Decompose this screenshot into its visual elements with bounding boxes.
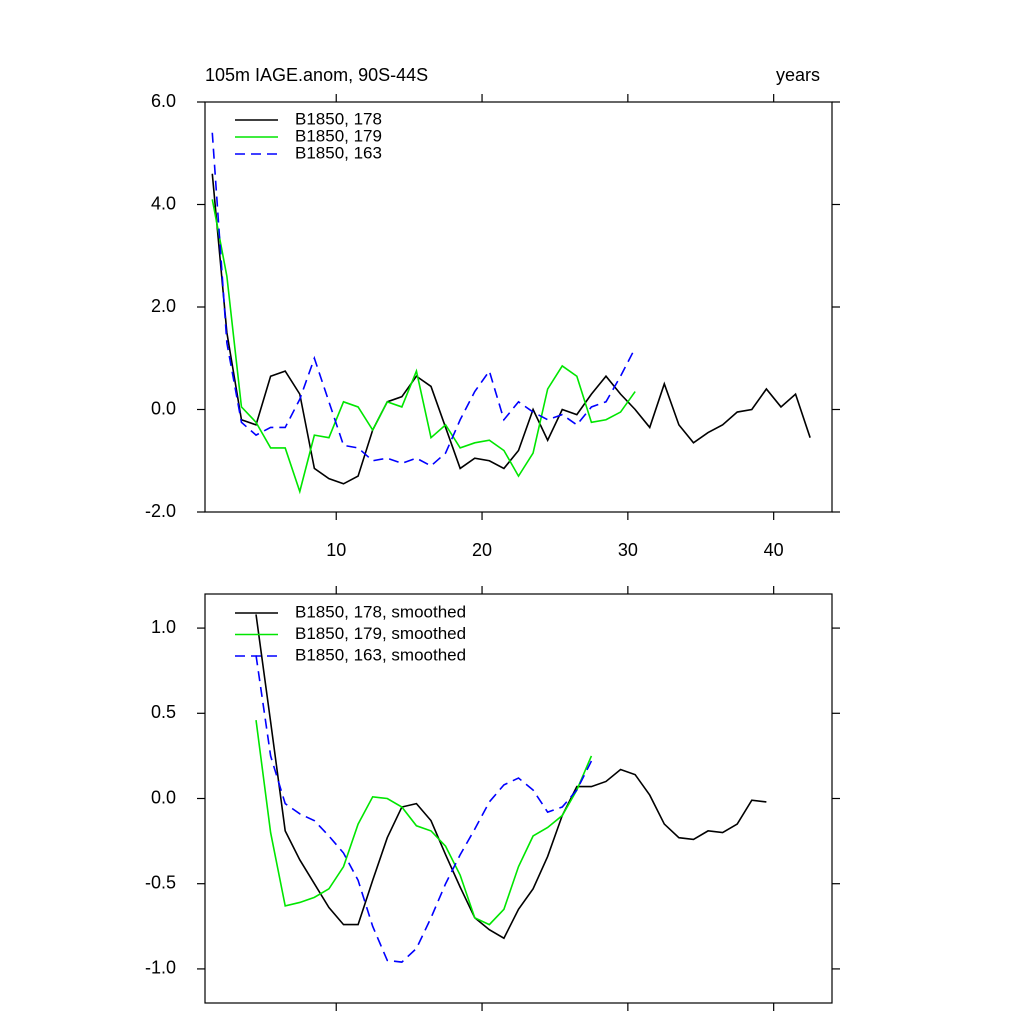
legend-label: B1850, 178, smoothed (295, 602, 466, 621)
y-tick-label: 2.0 (151, 296, 176, 316)
y-tick-label: 0.0 (151, 787, 176, 807)
legend-label: B1850, 179 (295, 126, 382, 145)
chart-right-title: years (776, 65, 820, 85)
y-tick-label: -0.5 (145, 872, 176, 892)
y-tick-label: 0.5 (151, 702, 176, 722)
legend-label: B1850, 178 (295, 109, 382, 128)
y-tick-label: -1.0 (145, 958, 176, 978)
legend-label: B1850, 179, smoothed (295, 624, 466, 643)
chart-title: 105m IAGE.anom, 90S-44S (205, 65, 428, 85)
y-tick-label: -2.0 (145, 501, 176, 521)
series-line (211, 132, 636, 467)
x-tick-label: 30 (618, 540, 638, 560)
y-tick-label: 0.0 (151, 398, 176, 418)
y-tick-label: 1.0 (151, 617, 176, 637)
x-tick-label: 10 (326, 540, 346, 560)
legend-label: B1850, 163 (295, 143, 382, 162)
y-tick-label: 4.0 (151, 193, 176, 213)
y-tick-label: 6.0 (151, 91, 176, 111)
series-line (255, 614, 767, 940)
x-tick-label: 40 (764, 540, 784, 560)
series-line (211, 173, 811, 485)
series-line (255, 720, 593, 926)
legend-label: B1850, 163, smoothed (295, 645, 466, 664)
series-line (255, 655, 593, 963)
x-tick-label: 20 (472, 540, 492, 560)
series-line (211, 199, 636, 495)
